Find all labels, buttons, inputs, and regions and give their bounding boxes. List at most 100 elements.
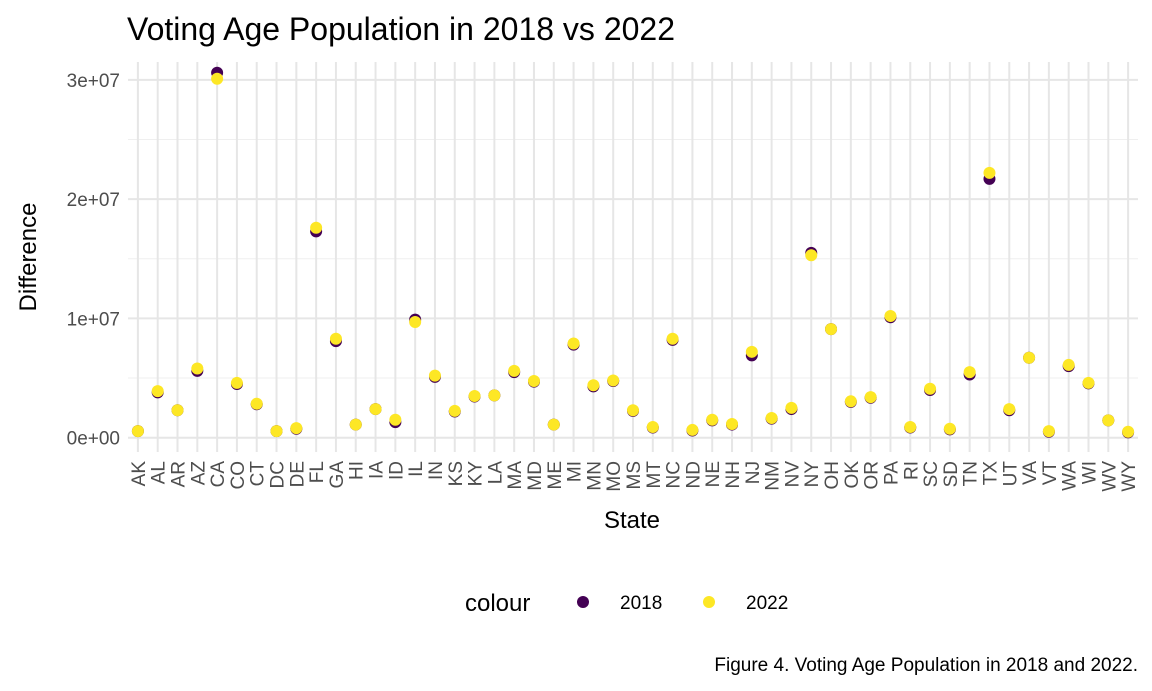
x-tick-label: VA [1020, 461, 1041, 485]
x-tick-label: MN [584, 461, 605, 491]
point-2022-IL [409, 316, 422, 328]
point-2022-MS [627, 404, 639, 417]
x-tick-label: WI [1079, 461, 1100, 484]
x-tick-label: NE [703, 461, 724, 487]
point-2022-TN [963, 366, 976, 379]
point-2022-SC [924, 382, 937, 395]
x-axis-ticks: AKALARAZCACOCTDCDEFLGAHIIAIDILINKSKYLAMA… [129, 461, 1140, 492]
x-tick-label: TX [980, 461, 1001, 486]
x-tick-label: TN [961, 461, 982, 486]
x-tick-label: AZ [188, 461, 209, 486]
x-tick-label: SD [941, 461, 962, 487]
x-tick-label: MS [624, 461, 645, 490]
x-tick-label: RI [901, 461, 922, 480]
x-tick-label: NC [664, 461, 685, 488]
point-2022-AZ [191, 362, 204, 375]
x-tick-label: GA [327, 461, 348, 489]
point-2022-CA [211, 72, 224, 85]
x-tick-label: IA [367, 461, 388, 479]
x-tick-label: ID [386, 461, 407, 480]
point-2022-ND [686, 423, 699, 436]
point-2022-UT [1003, 403, 1016, 416]
point-2022-OR [864, 391, 877, 404]
gridlines [128, 62, 1138, 452]
point-2022-NY [805, 249, 818, 262]
point-2022-MD [527, 375, 540, 388]
x-tick-label: MA [505, 461, 526, 490]
x-tick-label: HI [347, 461, 368, 480]
x-tick-label: KS [446, 461, 467, 486]
x-tick-label: ME [545, 461, 566, 490]
point-2022-GA [329, 332, 342, 345]
point-2022-RI [904, 420, 917, 433]
point-2022-MN [587, 379, 600, 392]
y-tick-label: 3e+07 [67, 71, 120, 92]
point-2022-ME [547, 418, 560, 431]
point-2022-TX [983, 166, 996, 179]
x-tick-label: WY [1119, 461, 1140, 492]
point-2022-NV [785, 401, 798, 414]
point-2022-MA [508, 364, 521, 377]
point-2022-NM [765, 412, 778, 425]
x-tick-label: AL [149, 461, 170, 484]
point-2022-AK [131, 425, 144, 438]
x-tick-label: AK [129, 461, 150, 487]
legend-label-2018: 2018 [620, 593, 662, 614]
legend-marker-2018 [577, 596, 589, 608]
point-2022-HI [349, 418, 362, 431]
x-tick-label: AR [169, 461, 190, 487]
x-tick-label: LA [485, 461, 506, 485]
x-tick-label: CA [208, 461, 229, 488]
point-2022-FL [310, 221, 323, 234]
x-tick-label: FL [307, 461, 328, 483]
legend-title: colour [465, 590, 530, 617]
point-2022-CO [230, 376, 243, 389]
x-tick-label: ND [683, 461, 704, 488]
data-points [131, 66, 1135, 439]
point-2022-WA [1062, 358, 1075, 371]
point-2022-AR [171, 404, 184, 417]
point-2022-LA [488, 389, 501, 402]
point-2022-NE [706, 413, 719, 426]
x-tick-label: CT [248, 461, 269, 487]
y-tick-label: 2e+07 [67, 190, 120, 211]
x-tick-label: PA [881, 461, 902, 485]
legend-marker-2022 [703, 596, 715, 608]
x-tick-label: DC [268, 461, 289, 488]
point-2022-MI [567, 337, 580, 350]
point-2022-IA [369, 403, 382, 416]
x-tick-label: NH [723, 461, 744, 488]
x-tick-label: NV [782, 461, 803, 488]
point-2022-DC [270, 425, 283, 438]
figure-caption: Figure 4. Voting Age Population in 2018 … [714, 655, 1138, 676]
x-tick-label: IN [426, 461, 447, 480]
x-tick-label: MT [644, 461, 665, 489]
x-tick-label: MD [525, 461, 546, 491]
x-axis-title: State [604, 507, 660, 534]
y-tick-label: 1e+07 [67, 309, 120, 330]
point-2022-IN [428, 369, 441, 382]
point-2022-KS [448, 404, 461, 417]
x-tick-label: NJ [743, 461, 764, 484]
point-2022-NC [666, 332, 679, 345]
x-tick-label: OR [862, 461, 883, 490]
point-2022-CT [250, 397, 263, 410]
point-2022-VT [1042, 425, 1055, 438]
x-tick-label: CO [228, 461, 249, 490]
x-tick-label: IL [406, 461, 427, 477]
x-tick-label: OK [842, 461, 863, 489]
point-2022-AL [151, 385, 164, 398]
x-tick-label: KY [466, 461, 487, 487]
point-2022-NH [726, 417, 739, 430]
legend-label-2022: 2022 [746, 593, 788, 614]
point-2022-WI [1082, 376, 1095, 389]
x-tick-label: UT [1000, 461, 1021, 487]
point-2022-NJ [745, 345, 758, 358]
x-tick-label: MI [565, 461, 586, 482]
point-2022-WY [1122, 425, 1135, 438]
x-tick-label: DE [287, 461, 308, 487]
x-tick-label: VT [1040, 461, 1061, 486]
y-axis-title: Difference [15, 203, 42, 312]
point-2022-MO [607, 374, 620, 387]
y-axis-ticks: 0e+00 1e+07 2e+07 3e+07 [67, 71, 120, 450]
